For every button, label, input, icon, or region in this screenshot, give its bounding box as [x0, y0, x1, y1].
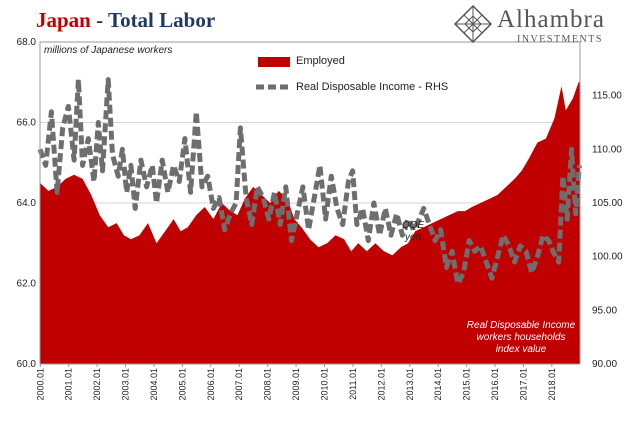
qqe-label: QQE — [402, 220, 425, 231]
logo-subtitle: INVESTMENTS — [517, 34, 603, 45]
diamond-lattice-icon — [453, 4, 493, 44]
x-tick-label: 2007.01 — [234, 368, 244, 401]
x-tick-label: 2015.01 — [462, 368, 472, 401]
y-right-tick-label: 95.00 — [592, 305, 617, 316]
y-right-tick-label: 100.00 — [592, 252, 623, 263]
y-right-tick-label: 110.00 — [592, 144, 622, 155]
legend-employed-swatch — [258, 57, 290, 67]
x-tick-label: 2012.01 — [376, 368, 386, 401]
y-left-tick-label: 60.0 — [17, 359, 37, 370]
x-tick-label: 2018.01 — [547, 368, 557, 401]
y-left-tick-label: 68.0 — [17, 37, 37, 48]
x-tick-label: 2006.01 — [206, 368, 216, 401]
y-right-axis: 90.00 95.00 100.00 105.00 110.00 115.00 — [592, 91, 623, 370]
yen-label: yen — [405, 232, 422, 243]
plot-frame — [39, 41, 581, 365]
x-tick-label: 2014.01 — [433, 368, 443, 401]
y-left-tick-label: 62.0 — [17, 279, 37, 290]
logo: Alhambra INVESTMENTS — [453, 4, 639, 45]
x-axis: 2000.01 2001.01 2002.01 2003.01 2004.01 2005.… — [35, 364, 557, 401]
y-right-tick-label: 115.00 — [592, 91, 622, 102]
y-left-tick-label: 66.0 — [17, 118, 37, 129]
chart-title: Japan - Total Labor — [36, 8, 215, 33]
logo-name: Alhambra — [497, 6, 605, 33]
y-left-axis: 60.0 62.0 64.0 66.0 68.0 — [17, 37, 37, 370]
rdi-note: Real Disposable Income workers household… — [462, 320, 580, 356]
x-tick-label: 2009.01 — [291, 368, 301, 401]
title-sep: - — [90, 8, 108, 32]
rdi-line — [37, 77, 582, 286]
title-part1: Japan — [36, 8, 91, 32]
y-right-tick-label: 105.00 — [592, 198, 623, 209]
x-tick-label: 2017.01 — [518, 368, 528, 401]
x-tick-label: 2016.01 — [490, 368, 500, 401]
rdi-note-line1: Real Disposable Income — [466, 320, 576, 331]
x-tick-label: 2005.01 — [177, 368, 187, 401]
rdi-note-line3: index value — [495, 344, 547, 355]
x-tick-label: 2001.01 — [64, 368, 74, 401]
x-tick-label: 2000.01 — [35, 368, 45, 401]
y-right-tick-label: 90.00 — [592, 359, 617, 370]
legend-rdi-label: Real Disposable Income - RHS — [296, 81, 449, 93]
employed-area — [40, 82, 580, 365]
x-tick-label: 2008.01 — [263, 368, 273, 401]
x-tick-label: 2004.01 — [149, 368, 159, 401]
x-tick-label: 2013.01 — [405, 368, 415, 401]
units-label: millions of Japanese workers — [44, 45, 173, 56]
x-tick-label: 2002.01 — [92, 368, 102, 401]
x-tick-label: 2011.01 — [348, 368, 358, 400]
legend-employed-label: Employed — [296, 55, 345, 67]
x-tick-label: 2010.01 — [319, 368, 329, 401]
rdi-note-line2: workers households — [476, 332, 566, 343]
title-part2: Total Labor — [107, 8, 216, 32]
qqe-annotation: QQE yen — [402, 220, 424, 244]
y-left-tick-label: 64.0 — [17, 198, 37, 209]
x-tick-label: 2003.01 — [121, 368, 131, 401]
